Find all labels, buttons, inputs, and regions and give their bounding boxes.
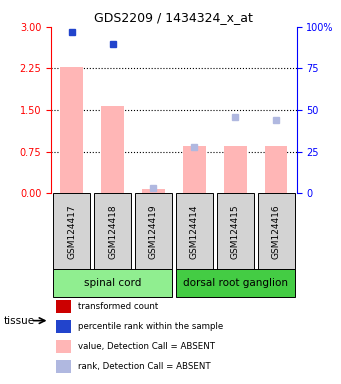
FancyBboxPatch shape bbox=[176, 269, 295, 297]
Text: rank, Detection Call = ABSENT: rank, Detection Call = ABSENT bbox=[78, 362, 211, 371]
Text: value, Detection Call = ABSENT: value, Detection Call = ABSENT bbox=[78, 342, 215, 351]
Text: tissue: tissue bbox=[3, 316, 34, 326]
Bar bbox=[101, 106, 124, 193]
Text: dorsal root ganglion: dorsal root ganglion bbox=[183, 278, 288, 288]
Bar bbox=[183, 146, 206, 193]
FancyBboxPatch shape bbox=[217, 193, 254, 269]
FancyBboxPatch shape bbox=[94, 193, 131, 269]
Bar bbox=[142, 189, 165, 193]
Text: GSM124417: GSM124417 bbox=[67, 204, 76, 258]
FancyBboxPatch shape bbox=[135, 193, 172, 269]
Text: GSM124416: GSM124416 bbox=[272, 204, 281, 258]
Text: GSM124418: GSM124418 bbox=[108, 204, 117, 258]
FancyBboxPatch shape bbox=[258, 193, 295, 269]
Text: GSM124415: GSM124415 bbox=[231, 204, 240, 258]
FancyBboxPatch shape bbox=[53, 269, 172, 297]
Text: GSM124414: GSM124414 bbox=[190, 204, 199, 258]
Bar bbox=[60, 67, 83, 193]
FancyBboxPatch shape bbox=[176, 193, 213, 269]
Bar bbox=[56, 340, 71, 353]
FancyBboxPatch shape bbox=[53, 193, 90, 269]
Bar bbox=[224, 146, 247, 193]
Text: spinal cord: spinal cord bbox=[84, 278, 141, 288]
Text: GSM124419: GSM124419 bbox=[149, 204, 158, 258]
Bar bbox=[56, 300, 71, 313]
Bar bbox=[56, 360, 71, 373]
Text: percentile rank within the sample: percentile rank within the sample bbox=[78, 322, 223, 331]
Title: GDS2209 / 1434324_x_at: GDS2209 / 1434324_x_at bbox=[94, 11, 253, 24]
Bar bbox=[56, 320, 71, 333]
Text: transformed count: transformed count bbox=[78, 302, 159, 311]
Bar bbox=[265, 146, 287, 193]
